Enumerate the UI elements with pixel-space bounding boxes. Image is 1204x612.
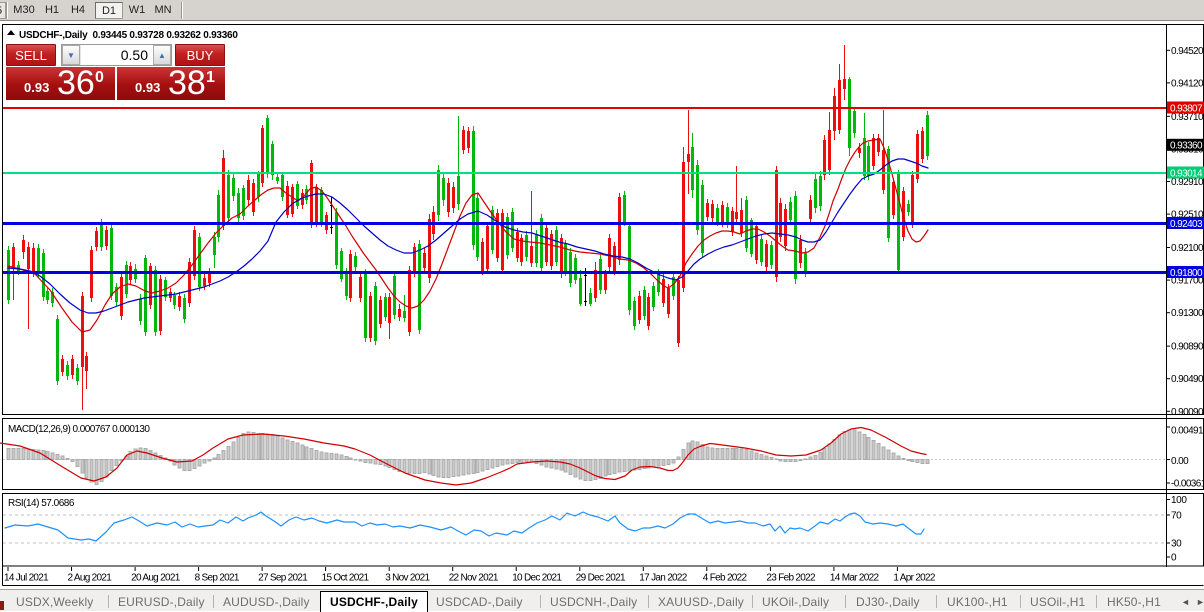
svg-text:0.92100: 0.92100	[1171, 243, 1204, 254]
svg-text:0.91700: 0.91700	[1171, 276, 1204, 287]
svg-text:RSI(14) 57.0686: RSI(14) 57.0686	[8, 498, 75, 509]
svg-text:0.94520: 0.94520	[1171, 46, 1204, 57]
svg-text:1 Apr 2022: 1 Apr 2022	[893, 573, 936, 584]
svg-text:0.93014: 0.93014	[1170, 168, 1203, 179]
svg-text:17 Jan 2022: 17 Jan 2022	[639, 573, 687, 584]
svg-text:27 Sep 2021: 27 Sep 2021	[258, 573, 308, 584]
svg-text:8 Sep 2021: 8 Sep 2021	[195, 573, 240, 584]
svg-text:0: 0	[1171, 553, 1177, 564]
svg-text:0.91800: 0.91800	[1170, 268, 1203, 279]
svg-text:0.90890: 0.90890	[1171, 342, 1204, 353]
svg-text:2 Aug 2021: 2 Aug 2021	[68, 573, 113, 584]
svg-text:MACD(12,26,9) 0.000767 0.00013: MACD(12,26,9) 0.000767 0.000130	[8, 424, 150, 435]
svg-text:20 Aug 2021: 20 Aug 2021	[131, 573, 181, 584]
svg-text:30: 30	[1171, 539, 1182, 550]
svg-text:0.91300: 0.91300	[1171, 308, 1204, 319]
svg-text:22 Nov 2021: 22 Nov 2021	[449, 573, 499, 584]
svg-text:0.93360: 0.93360	[1170, 141, 1203, 152]
svg-text:0.93710: 0.93710	[1171, 112, 1204, 123]
svg-text:0.90090: 0.90090	[1171, 407, 1204, 418]
svg-text:23 Feb 2022: 23 Feb 2022	[766, 573, 816, 584]
svg-text:29 Dec 2021: 29 Dec 2021	[576, 573, 626, 584]
svg-text:3 Nov 2021: 3 Nov 2021	[385, 573, 430, 584]
svg-text:0.00: 0.00	[1171, 456, 1189, 467]
svg-text:14 Jul 2021: 14 Jul 2021	[4, 573, 49, 584]
svg-text:0.92510: 0.92510	[1171, 210, 1204, 221]
svg-text:USDCHF-,Daily 0.93445 0.93728: USDCHF-,Daily 0.93445 0.93728 0.93262 0.…	[19, 30, 238, 41]
svg-text:0.90490: 0.90490	[1171, 374, 1204, 385]
svg-text:0.93807: 0.93807	[1170, 103, 1203, 114]
svg-text:4 Feb 2022: 4 Feb 2022	[703, 573, 748, 584]
svg-text:10 Dec 2021: 10 Dec 2021	[512, 573, 562, 584]
svg-text:14 Mar 2022: 14 Mar 2022	[830, 573, 880, 584]
svg-text:100: 100	[1171, 495, 1187, 506]
svg-text:15 Oct 2021: 15 Oct 2021	[322, 573, 370, 584]
svg-text:70: 70	[1171, 511, 1182, 522]
svg-text:0.94120: 0.94120	[1171, 78, 1204, 89]
svg-text:-0.00361: -0.00361	[1171, 479, 1204, 490]
svg-text:0.92403: 0.92403	[1170, 219, 1203, 230]
svg-text:0.004913: 0.004913	[1171, 426, 1204, 437]
svg-text:0.92910: 0.92910	[1171, 177, 1204, 188]
